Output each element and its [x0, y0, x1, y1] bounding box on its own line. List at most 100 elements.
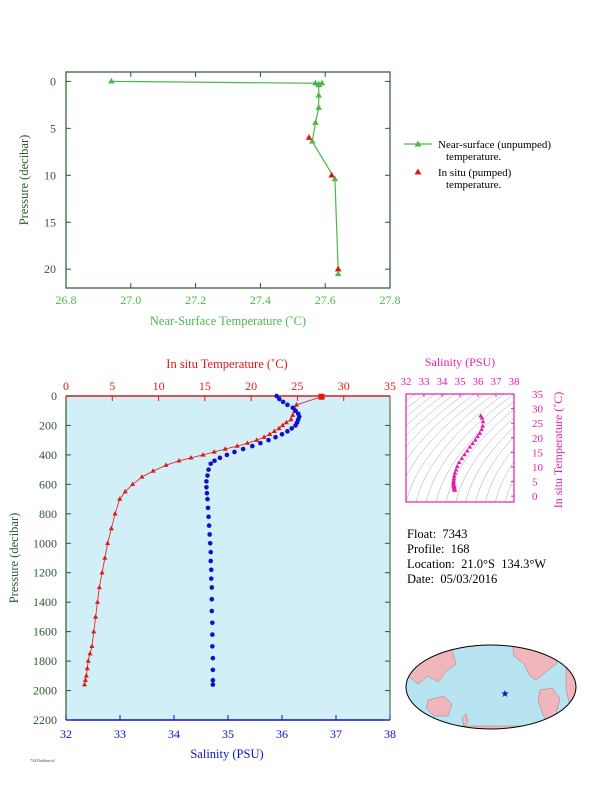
- temperature-point: [130, 481, 136, 487]
- ts-point: [452, 470, 458, 475]
- salinity-point: [285, 429, 290, 434]
- profile-plot-background: [66, 396, 390, 720]
- temperature-point: [271, 428, 277, 434]
- temperature-tick-label: 25: [291, 379, 303, 393]
- salinity-point: [293, 408, 298, 414]
- salinity-point: [250, 443, 255, 449]
- temperature-point: [112, 511, 118, 516]
- ts-y-tick-label: 15: [532, 447, 544, 459]
- y-tick-label: 1400: [33, 595, 57, 609]
- temperature-point: [211, 449, 217, 454]
- salinity-point: [209, 585, 215, 590]
- salinity-point: [209, 596, 215, 602]
- near-surface-point: [312, 119, 319, 125]
- salinity-point: [290, 405, 296, 411]
- near-surface-point: [315, 91, 322, 98]
- temperature-point: [280, 422, 286, 428]
- salinity-point: [208, 567, 214, 573]
- temperature-point: [99, 569, 105, 575]
- ts-diagram-panel: 32 33 34 35 36 37 38 0 5 10 15 20 25 30 35 Salinity (…: [401, 355, 612, 508]
- density-contour: [465, 426, 514, 502]
- float-location: Location: 21.0°S 134.3°W: [407, 557, 547, 571]
- salinity-point: [279, 431, 285, 437]
- density-contour: [535, 391, 612, 502]
- temperature-point: [267, 431, 273, 436]
- in-situ-series-marks: [305, 134, 342, 272]
- density-contour: [415, 394, 505, 502]
- salinity-point: [210, 632, 215, 637]
- footer-identifier: 7343/hidden-id: [30, 758, 55, 763]
- near-surface-y-ticks: 0 5 10 15 20: [44, 74, 390, 276]
- salinity-point: [205, 496, 210, 502]
- salinity-point: [204, 490, 210, 496]
- temperature-point: [139, 474, 145, 479]
- temperature-point: [150, 468, 156, 473]
- salinity-point: [210, 677, 216, 683]
- float-location-marker: ★: [501, 689, 510, 700]
- salinity-point: [206, 467, 211, 472]
- ts-point: [462, 452, 467, 457]
- y-tick-label: 2000: [33, 684, 57, 698]
- y-tick-label: 200: [39, 418, 57, 432]
- salinity-point: [210, 655, 216, 661]
- ts-point: [479, 415, 485, 420]
- y-tick-label: 2200: [33, 713, 57, 727]
- profile-temperature-axis-label: In situ Temperature (˚C): [166, 357, 287, 371]
- density-contour: [495, 460, 514, 502]
- temperature-point: [222, 446, 228, 451]
- salinity-point: [258, 440, 263, 446]
- ts-x-tick-label: 32: [401, 376, 412, 388]
- salinity-point: [208, 576, 214, 581]
- salinity-point: [209, 608, 215, 614]
- salinity-tick-label: 33: [114, 727, 126, 741]
- temperature-point: [188, 455, 194, 460]
- density-contour: [406, 394, 456, 437]
- salinity-point: [210, 682, 216, 687]
- map-outline: [405, 644, 577, 730]
- temperature-point: [93, 614, 99, 619]
- ts-plot-background: [406, 394, 514, 502]
- profile-salinity-axis-label: Salinity (PSU): [190, 747, 263, 761]
- temperature-point: [85, 658, 91, 663]
- near-surface-legend: Near-surface (unpumped) temperature. In s…: [404, 139, 551, 191]
- near-surface-point: [108, 77, 115, 84]
- profile-salinity-marks: [204, 393, 302, 687]
- ts-x-tick-label: 38: [509, 376, 521, 388]
- near-surface-x-axis-label: Near-Surface Temperature (˚C): [150, 314, 306, 328]
- ts-point: [467, 444, 473, 449]
- world-map: ★: [405, 644, 577, 730]
- temperature-point: [244, 440, 250, 445]
- density-contour: [406, 394, 446, 427]
- ts-point: [454, 463, 460, 468]
- near-surface-point: [318, 79, 326, 86]
- ts-y-tick-label: 10: [532, 462, 544, 474]
- temperature-point: [276, 425, 282, 431]
- density-contour: [406, 394, 436, 418]
- profile-y-axis-label: Pressure (decibar): [7, 513, 21, 604]
- salinity-point: [285, 402, 290, 408]
- temperature-tick-label: 10: [153, 379, 165, 393]
- profile-temperature-marks: [81, 393, 325, 687]
- ts-x-axis-label: Salinity (PSU): [425, 355, 495, 369]
- salinity-tick-label: 38: [384, 727, 396, 741]
- in-situ-point: [305, 134, 313, 140]
- near-surface-point: [331, 175, 339, 182]
- y-tick-label: 1000: [33, 536, 57, 550]
- y-tick-label: 1600: [33, 625, 57, 639]
- x-tick-label: 26.8: [56, 293, 77, 307]
- ts-profile-marks: [451, 413, 486, 492]
- temperature-point: [288, 416, 294, 422]
- temperature-point: [117, 496, 123, 501]
- ts-point: [464, 448, 470, 453]
- legend-marker-near-surface: [414, 140, 422, 147]
- salinity-point: [273, 434, 278, 440]
- salinity-point: [206, 514, 211, 520]
- near-surface-panel: 26.8 27.0 27.2 27.4 27.6 27.8 0 5 10 15 20 Near-S…: [17, 71, 551, 328]
- salinity-point: [293, 423, 298, 428]
- temperature-point: [94, 599, 100, 604]
- temperature-point: [254, 437, 260, 442]
- salinity-tick-label: 35: [222, 727, 234, 741]
- near-surface-point: [315, 81, 322, 88]
- temperature-point: [96, 584, 102, 590]
